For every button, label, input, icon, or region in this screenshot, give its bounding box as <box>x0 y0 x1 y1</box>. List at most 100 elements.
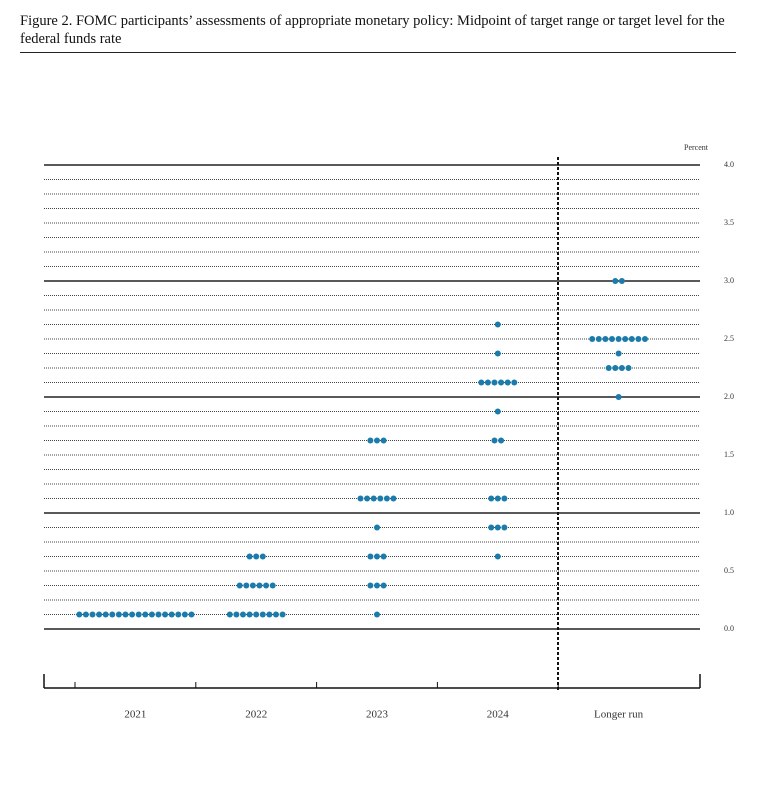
dot <box>367 582 374 589</box>
y-tick-label: 0.0 <box>724 624 734 633</box>
dot <box>233 611 240 618</box>
y-tick-label: 1.0 <box>724 508 734 517</box>
y-tick-label: 2.0 <box>724 392 734 401</box>
dot <box>374 611 380 618</box>
dot <box>102 611 109 618</box>
dot <box>622 336 629 342</box>
dot <box>501 524 508 531</box>
x-tick-label: Longer run <box>594 709 644 721</box>
dot <box>609 336 615 342</box>
x-tick-label: 2023 <box>366 709 389 721</box>
dot <box>148 611 155 618</box>
dot <box>259 611 266 618</box>
dot <box>370 495 377 502</box>
dot <box>168 611 175 618</box>
dot <box>263 582 270 589</box>
dot <box>380 553 387 560</box>
dot <box>494 553 501 560</box>
dot <box>383 495 390 502</box>
dot <box>253 553 260 560</box>
dot <box>494 408 501 415</box>
dot <box>374 582 380 589</box>
dot <box>628 336 635 342</box>
y-axis-label: Percent <box>684 143 709 152</box>
dot <box>357 495 364 502</box>
dot <box>642 336 648 342</box>
dot <box>240 611 246 618</box>
dot <box>498 379 505 386</box>
dot <box>602 336 609 342</box>
y-tick-label: 3.5 <box>724 218 734 227</box>
dot <box>380 437 387 444</box>
dot <box>246 553 253 560</box>
dot <box>155 611 162 618</box>
dot <box>374 553 380 560</box>
dot <box>615 350 622 357</box>
dot <box>115 611 122 618</box>
dot <box>501 495 508 502</box>
dot <box>175 611 182 618</box>
dot <box>504 379 511 386</box>
y-tick-label: 2.5 <box>724 334 734 343</box>
dot <box>618 278 625 284</box>
dot <box>612 365 619 371</box>
dot <box>380 582 387 589</box>
dot <box>635 336 642 342</box>
dot <box>243 582 250 589</box>
dot <box>96 611 103 618</box>
dot <box>142 611 149 618</box>
y-tick-label: 4.0 <box>724 160 734 169</box>
dot <box>279 611 286 618</box>
dot <box>135 611 142 618</box>
dot <box>122 611 129 618</box>
dot <box>494 350 501 357</box>
dot <box>377 495 384 502</box>
dot <box>595 336 602 342</box>
dot <box>618 365 625 371</box>
dot <box>374 524 380 531</box>
dot <box>273 611 279 618</box>
dot <box>129 611 136 618</box>
dot <box>615 394 622 400</box>
dot <box>612 278 619 284</box>
dot <box>266 611 273 618</box>
dot <box>478 379 485 386</box>
dot <box>256 582 263 589</box>
dot <box>484 379 491 386</box>
dot <box>82 611 89 618</box>
dot <box>494 321 501 328</box>
y-tick-label: 3.0 <box>724 276 734 285</box>
dot <box>188 611 195 618</box>
dot <box>269 582 276 589</box>
dot <box>488 495 495 502</box>
dot <box>109 611 116 618</box>
dot <box>511 379 518 386</box>
dot <box>367 437 374 444</box>
dot <box>76 611 83 618</box>
dot <box>162 611 169 618</box>
dot <box>605 365 612 371</box>
dot <box>374 437 380 444</box>
dot <box>488 524 495 531</box>
dot <box>364 495 371 502</box>
dot <box>491 437 498 444</box>
dot <box>498 437 505 444</box>
dot <box>246 611 253 618</box>
dot <box>181 611 188 618</box>
dot <box>494 495 501 502</box>
dot <box>236 582 243 589</box>
dot <box>390 495 397 502</box>
dot <box>89 611 96 618</box>
x-tick-label: 2024 <box>487 709 510 721</box>
dot <box>249 582 256 589</box>
x-tick-label: 2021 <box>124 709 146 721</box>
dot <box>226 611 233 618</box>
dot <box>615 336 622 342</box>
dot <box>589 336 596 342</box>
dot <box>259 553 266 560</box>
y-tick-label: 1.5 <box>724 450 734 459</box>
dot <box>253 611 260 618</box>
title-rule <box>20 52 736 53</box>
